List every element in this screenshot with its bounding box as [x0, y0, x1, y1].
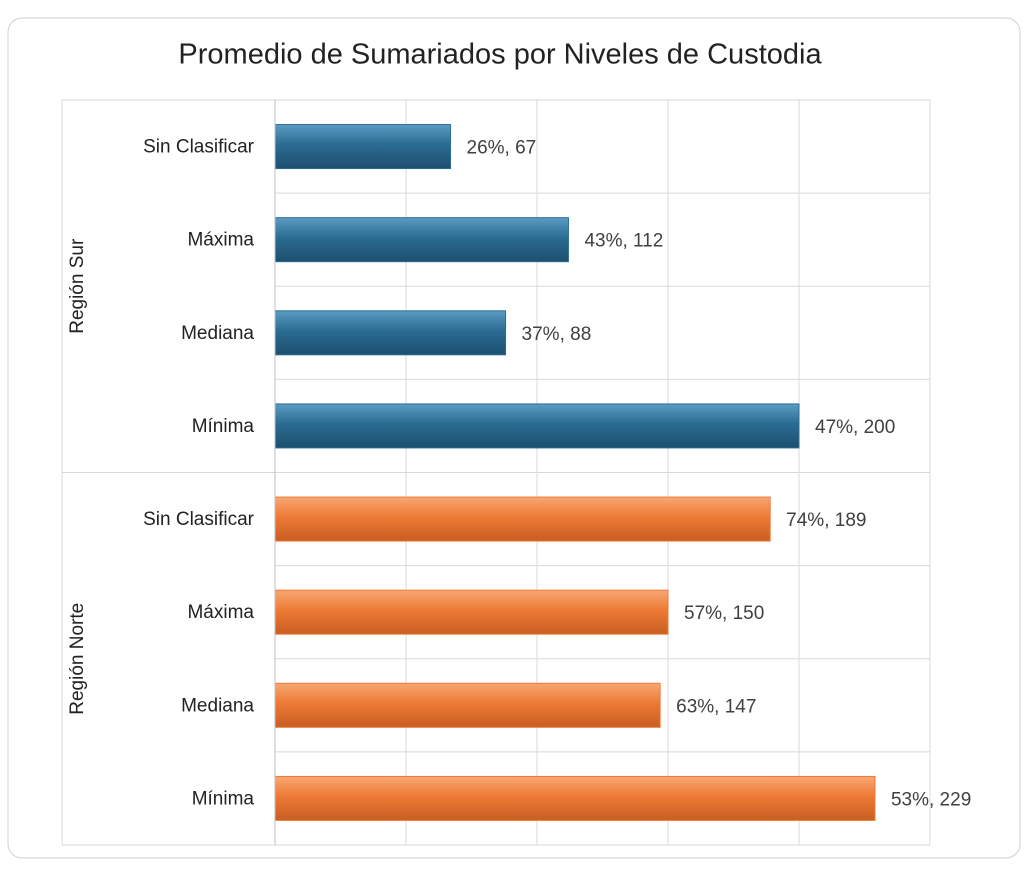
bar [274, 310, 507, 356]
y-tick-label: Mínima [192, 788, 255, 809]
data-label: 47%, 200 [815, 417, 895, 438]
bar [274, 496, 771, 542]
data-label: 57%, 150 [684, 603, 764, 624]
data-label: 26%, 67 [467, 138, 537, 159]
bar [274, 589, 669, 635]
y-tick-label: Mediana [181, 695, 254, 716]
group-label: Región Norte [67, 603, 88, 715]
y-tick-label: Mínima [192, 416, 255, 437]
bar [274, 403, 800, 449]
y-tick-label: Máxima [187, 602, 254, 623]
bar [274, 124, 452, 170]
bar [274, 217, 569, 263]
y-tick-label: Sin Clasificar [143, 509, 255, 530]
chart-title: Promedio de Sumariados por Niveles de Cu… [178, 39, 822, 71]
data-label: 37%, 88 [522, 324, 592, 345]
y-tick-label: Sin Clasificar [143, 137, 255, 158]
data-label: 63%, 147 [676, 696, 756, 717]
bar [274, 775, 876, 821]
y-tick-label: Máxima [187, 230, 254, 251]
group-label: Región Sur [67, 238, 88, 334]
data-label: 74%, 189 [786, 510, 866, 531]
bar [274, 682, 661, 728]
data-label: 53%, 229 [891, 789, 971, 810]
y-tick-label: Mediana [181, 323, 254, 344]
data-label: 43%, 112 [584, 231, 663, 252]
